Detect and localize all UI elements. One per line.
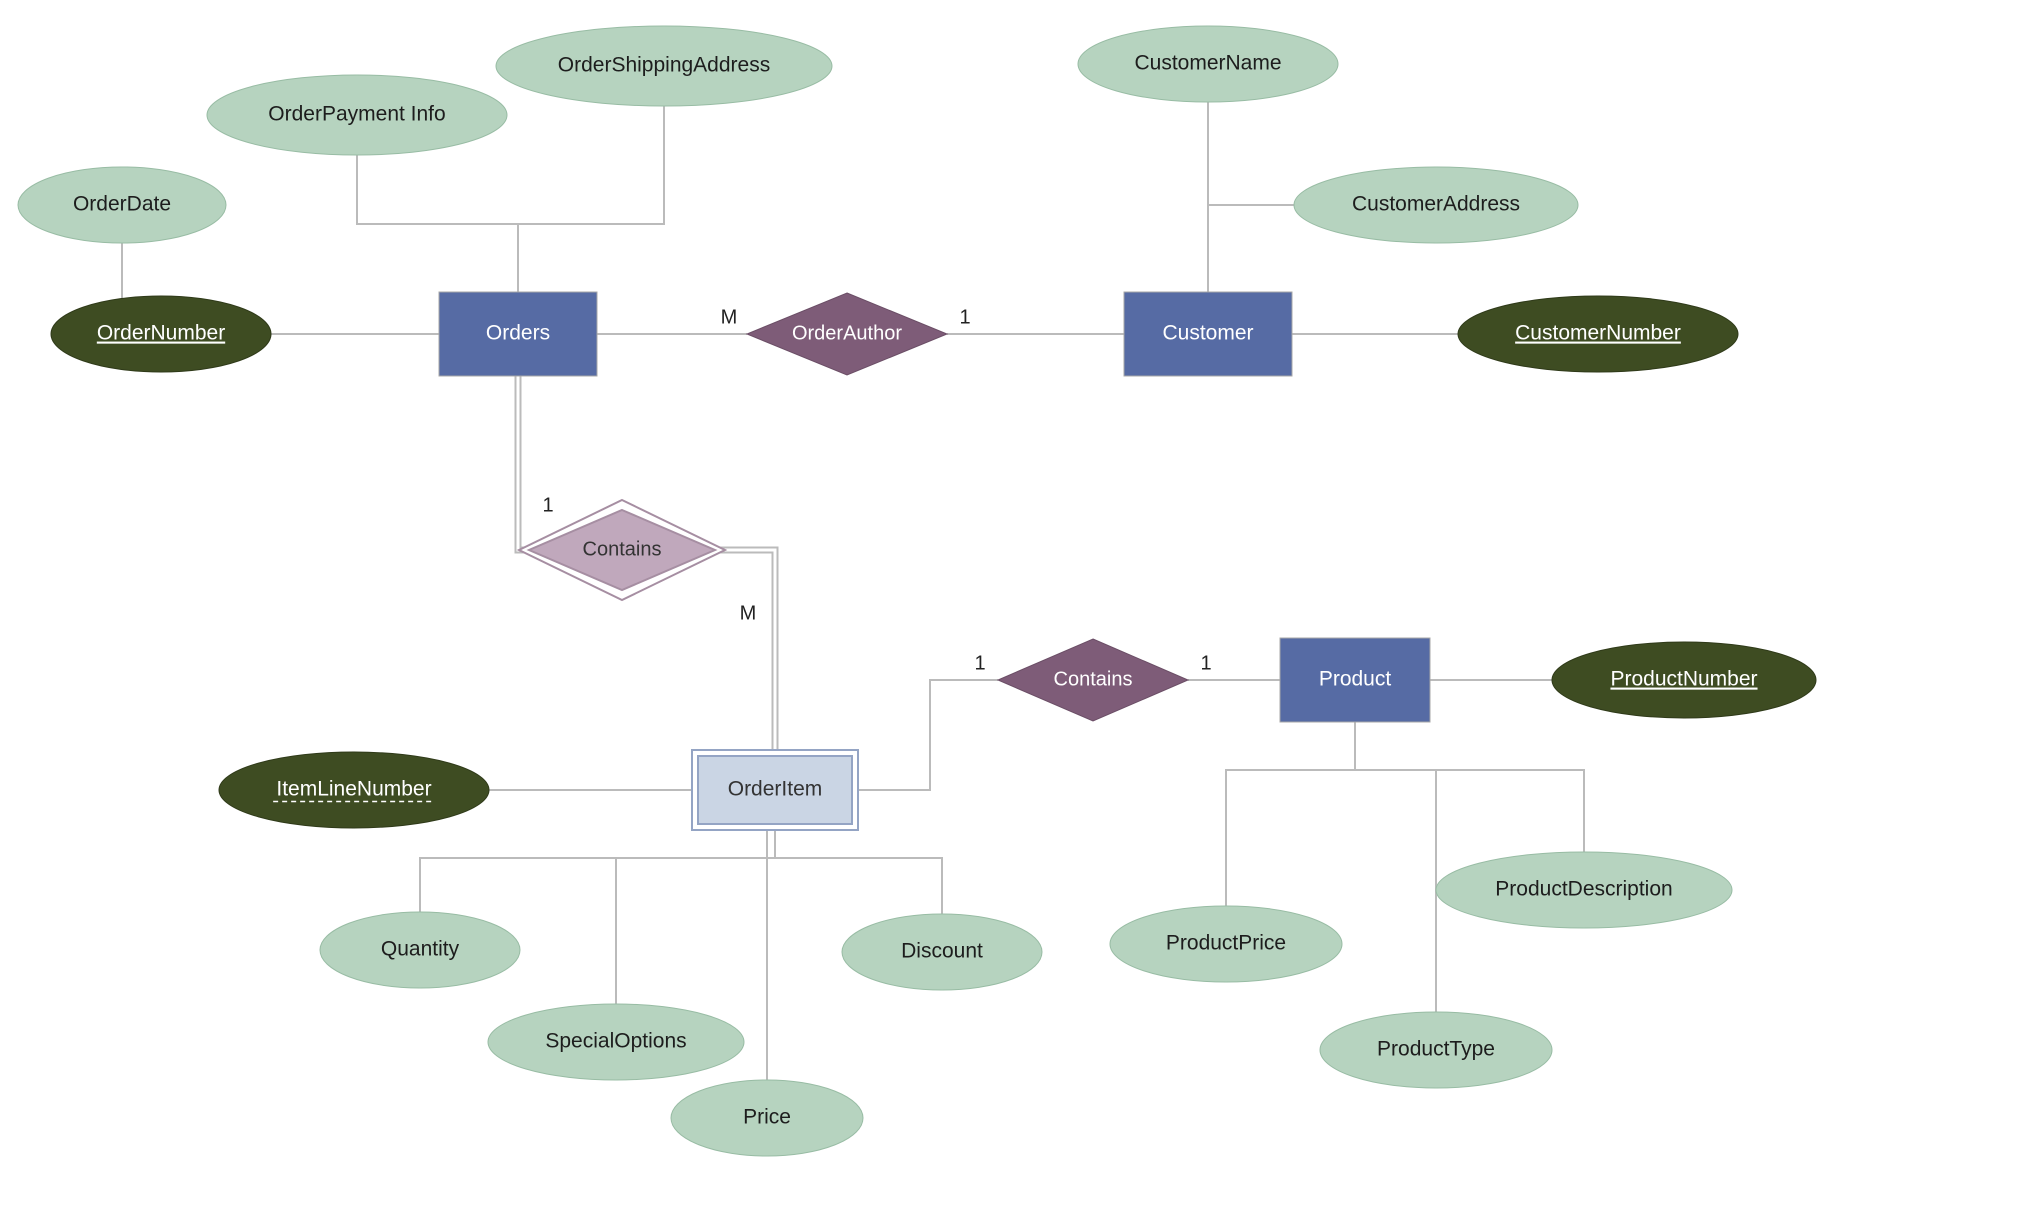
entity-label: Product bbox=[1319, 668, 1392, 691]
attribute-ordernumber: OrderNumber bbox=[51, 296, 271, 372]
attribute-price: Price bbox=[671, 1080, 863, 1156]
relationship-orderauthor: OrderAuthor bbox=[747, 293, 947, 375]
node-layer: Orders Customer OrderItem Product OrderAutho… bbox=[18, 26, 1816, 1156]
attribute-orderdate: OrderDate bbox=[18, 167, 226, 243]
attribute-label: OrderDate bbox=[73, 193, 171, 216]
attribute-label: SpecialOptions bbox=[545, 1030, 686, 1053]
attribute-discount: Discount bbox=[842, 914, 1042, 990]
attribute-label: ProductDescription bbox=[1495, 878, 1672, 901]
cardinality-label: 1 bbox=[974, 652, 985, 674]
attribute-label: OrderPayment Info bbox=[268, 103, 445, 126]
attribute-label: Discount bbox=[901, 940, 983, 963]
attribute-productnumber: ProductNumber bbox=[1552, 642, 1816, 718]
entity-customer: Customer bbox=[1124, 292, 1292, 376]
attribute-orderpayment: OrderPayment Info bbox=[207, 75, 507, 155]
attribute-label: CustomerAddress bbox=[1352, 193, 1520, 216]
attribute-label: ItemLineNumber bbox=[276, 778, 431, 801]
attribute-label: ProductPrice bbox=[1166, 932, 1286, 955]
cardinality-label: M bbox=[721, 306, 738, 328]
attribute-label: Price bbox=[743, 1106, 791, 1129]
attribute-customername: CustomerName bbox=[1078, 26, 1338, 102]
entity-label: OrderItem bbox=[728, 778, 823, 801]
cardinality-label: 1 bbox=[959, 306, 970, 328]
attribute-ordershipping: OrderShippingAddress bbox=[496, 26, 832, 106]
entity-label: Orders bbox=[486, 322, 550, 345]
cardinality-label: 1 bbox=[542, 494, 553, 516]
relationship-label: Contains bbox=[583, 538, 662, 560]
attribute-itemlinenumber: ItemLineNumber bbox=[219, 752, 489, 828]
cardinality-label: M bbox=[740, 602, 757, 624]
attribute-customernumber: CustomerNumber bbox=[1458, 296, 1738, 372]
attribute-label: ProductNumber bbox=[1610, 668, 1757, 691]
cardinality-label: 1 bbox=[1200, 652, 1211, 674]
attribute-label: ProductType bbox=[1377, 1038, 1495, 1061]
attribute-producttype: ProductType bbox=[1320, 1012, 1552, 1088]
attribute-quantity: Quantity bbox=[320, 912, 520, 988]
attribute-label: CustomerNumber bbox=[1515, 322, 1681, 345]
attribute-productdesc: ProductDescription bbox=[1436, 852, 1732, 928]
entity-product: Product bbox=[1280, 638, 1430, 722]
entity-label: Customer bbox=[1162, 322, 1253, 345]
entity-orders: Orders bbox=[439, 292, 597, 376]
relationship-label: OrderAuthor bbox=[792, 322, 902, 344]
attribute-label: OrderShippingAddress bbox=[558, 54, 770, 77]
er-diagram: M11M11OrdersCustomerOrderItemProductOrde… bbox=[0, 0, 2036, 1216]
attribute-label: CustomerName bbox=[1134, 52, 1281, 75]
attribute-label: Quantity bbox=[381, 938, 460, 961]
relationship-label: Contains bbox=[1054, 668, 1133, 690]
attribute-customeraddress: CustomerAddress bbox=[1294, 167, 1578, 243]
attribute-productprice: ProductPrice bbox=[1110, 906, 1342, 982]
attribute-specialoptions: SpecialOptions bbox=[488, 1004, 744, 1080]
entity-orderitem: OrderItem bbox=[692, 750, 858, 830]
attribute-label: OrderNumber bbox=[97, 322, 225, 345]
relationship-contains2: Contains bbox=[998, 639, 1188, 721]
